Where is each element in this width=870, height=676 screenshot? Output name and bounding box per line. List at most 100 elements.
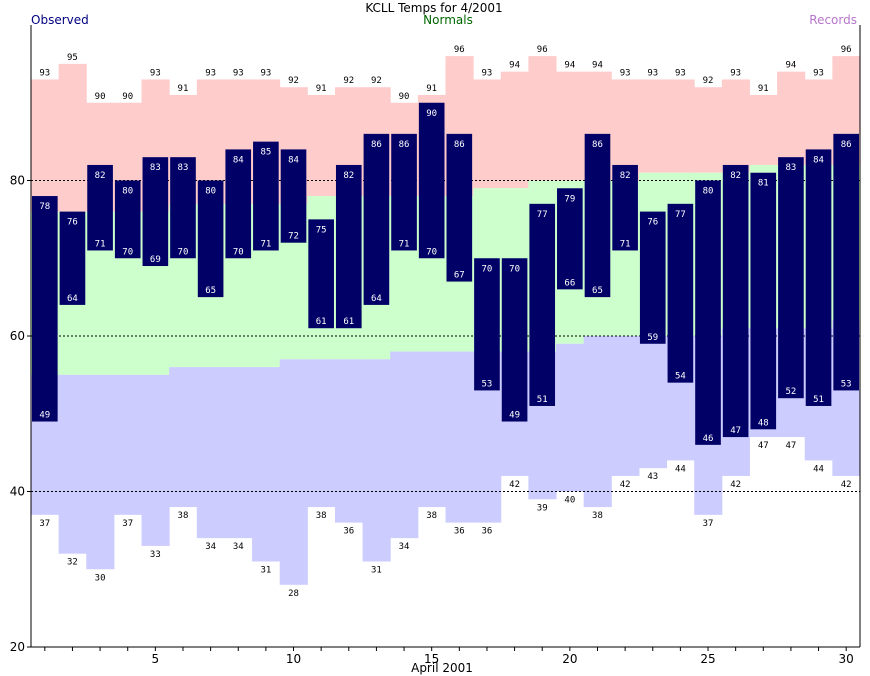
record-high-label: 94 <box>564 61 575 71</box>
observed-bar <box>225 149 252 259</box>
observed-high-label: 85 <box>260 148 271 158</box>
observed-high-label: 84 <box>288 155 299 165</box>
observed-bar <box>418 102 445 259</box>
record-high-label: 93 <box>620 68 631 78</box>
observed-high-label: 79 <box>564 194 575 204</box>
observed-high-label: 86 <box>454 140 465 150</box>
record-low-band <box>141 374 170 546</box>
record-low-band <box>196 367 225 539</box>
observed-bar <box>529 203 556 406</box>
observed-low-label: 47 <box>730 426 741 436</box>
record-low-label: 47 <box>758 441 769 451</box>
record-high-label: 96 <box>454 45 465 55</box>
plot-area: 93 37 78 49 95 32 76 64 90 30 82 71 90 37 80 70 93 33 83 69… <box>10 25 861 666</box>
record-high-band <box>749 94 778 165</box>
record-low-band <box>58 374 87 554</box>
observed-low-label: 49 <box>509 411 520 421</box>
observed-low-label: 49 <box>39 411 50 421</box>
record-low-label: 38 <box>316 511 327 521</box>
observed-bar <box>667 203 694 383</box>
observed-bar <box>501 258 528 422</box>
chart-title: KCLL Temps for 4/2001 <box>365 1 502 15</box>
record-high-label: 91 <box>316 84 327 94</box>
record-low-band <box>611 336 640 476</box>
record-low-label: 44 <box>813 464 824 474</box>
record-high-label: 92 <box>703 76 714 86</box>
record-low-band <box>224 367 253 539</box>
observed-low-label: 71 <box>620 239 631 249</box>
observed-high-label: 77 <box>537 210 548 220</box>
observed-low-label: 65 <box>592 286 603 296</box>
x-tick-label: 15 <box>424 652 439 666</box>
record-low-label: 34 <box>233 542 244 552</box>
record-low-band <box>279 359 308 585</box>
record-high-band <box>58 63 87 212</box>
record-high-band <box>638 79 668 173</box>
observed-high-label: 83 <box>785 163 796 173</box>
observed-high-label: 76 <box>67 218 78 228</box>
observed-high-label: 83 <box>150 163 161 173</box>
observed-bar <box>833 133 859 391</box>
record-low-label: 43 <box>647 472 658 482</box>
record-high-label: 91 <box>758 84 769 94</box>
observed-high-label: 82 <box>620 171 631 181</box>
record-low-label: 36 <box>482 527 493 537</box>
record-high-label: 94 <box>509 61 520 71</box>
record-high-label: 93 <box>813 68 824 78</box>
observed-low-label: 70 <box>233 247 244 257</box>
record-high-label: 91 <box>178 84 189 94</box>
observed-low-label: 51 <box>813 395 824 405</box>
x-tick-label: 10 <box>286 652 301 666</box>
record-low-band <box>638 336 668 469</box>
observed-low-label: 69 <box>150 255 161 265</box>
observed-high-label: 80 <box>703 187 714 197</box>
record-low-band <box>307 359 336 508</box>
observed-low-label: 54 <box>675 372 686 382</box>
legend-records: Records <box>809 13 857 27</box>
record-low-band <box>252 367 281 562</box>
observed-low-label: 53 <box>841 379 852 389</box>
record-high-band <box>721 79 750 173</box>
observed-high-label: 80 <box>122 187 133 197</box>
record-high-label: 95 <box>67 53 78 63</box>
record-high-label: 96 <box>841 45 852 55</box>
record-low-label: 44 <box>675 464 686 474</box>
observed-high-label: 81 <box>758 179 769 189</box>
y-tick-label: 20 <box>10 640 25 654</box>
record-low-band <box>86 374 115 570</box>
observed-bar <box>391 133 417 251</box>
observed-high-label: 78 <box>39 202 50 212</box>
observed-low-label: 59 <box>647 333 658 343</box>
record-high-label: 96 <box>537 45 548 55</box>
record-low-label: 31 <box>371 565 382 575</box>
record-low-label: 38 <box>178 511 189 521</box>
record-low-label: 38 <box>592 511 603 521</box>
record-high-band <box>307 94 336 197</box>
record-low-band <box>583 336 612 508</box>
record-low-label: 31 <box>260 565 271 575</box>
record-low-label: 34 <box>399 542 410 552</box>
record-low-label: 33 <box>150 550 161 560</box>
observed-bar <box>557 188 583 290</box>
record-low-band <box>334 359 364 523</box>
record-low-label: 42 <box>620 480 631 490</box>
record-low-label: 39 <box>537 503 548 513</box>
observed-bar <box>280 149 307 243</box>
record-high-label: 93 <box>260 68 271 78</box>
record-low-label: 42 <box>730 480 741 490</box>
record-high-label: 94 <box>592 61 603 71</box>
record-low-label: 42 <box>509 480 520 490</box>
observed-low-label: 64 <box>67 294 78 304</box>
observed-bar <box>363 133 390 305</box>
observed-high-label: 82 <box>343 171 354 181</box>
record-low-label: 36 <box>454 527 465 537</box>
observed-bar <box>253 141 279 251</box>
record-low-label: 36 <box>343 527 354 537</box>
observed-bar <box>446 133 473 282</box>
observed-bar <box>197 180 224 298</box>
record-high-band <box>694 87 723 173</box>
x-tick-label: 20 <box>562 652 577 666</box>
observed-low-label: 71 <box>95 239 106 249</box>
observed-bar <box>32 196 58 422</box>
x-tick-label: 25 <box>700 652 715 666</box>
